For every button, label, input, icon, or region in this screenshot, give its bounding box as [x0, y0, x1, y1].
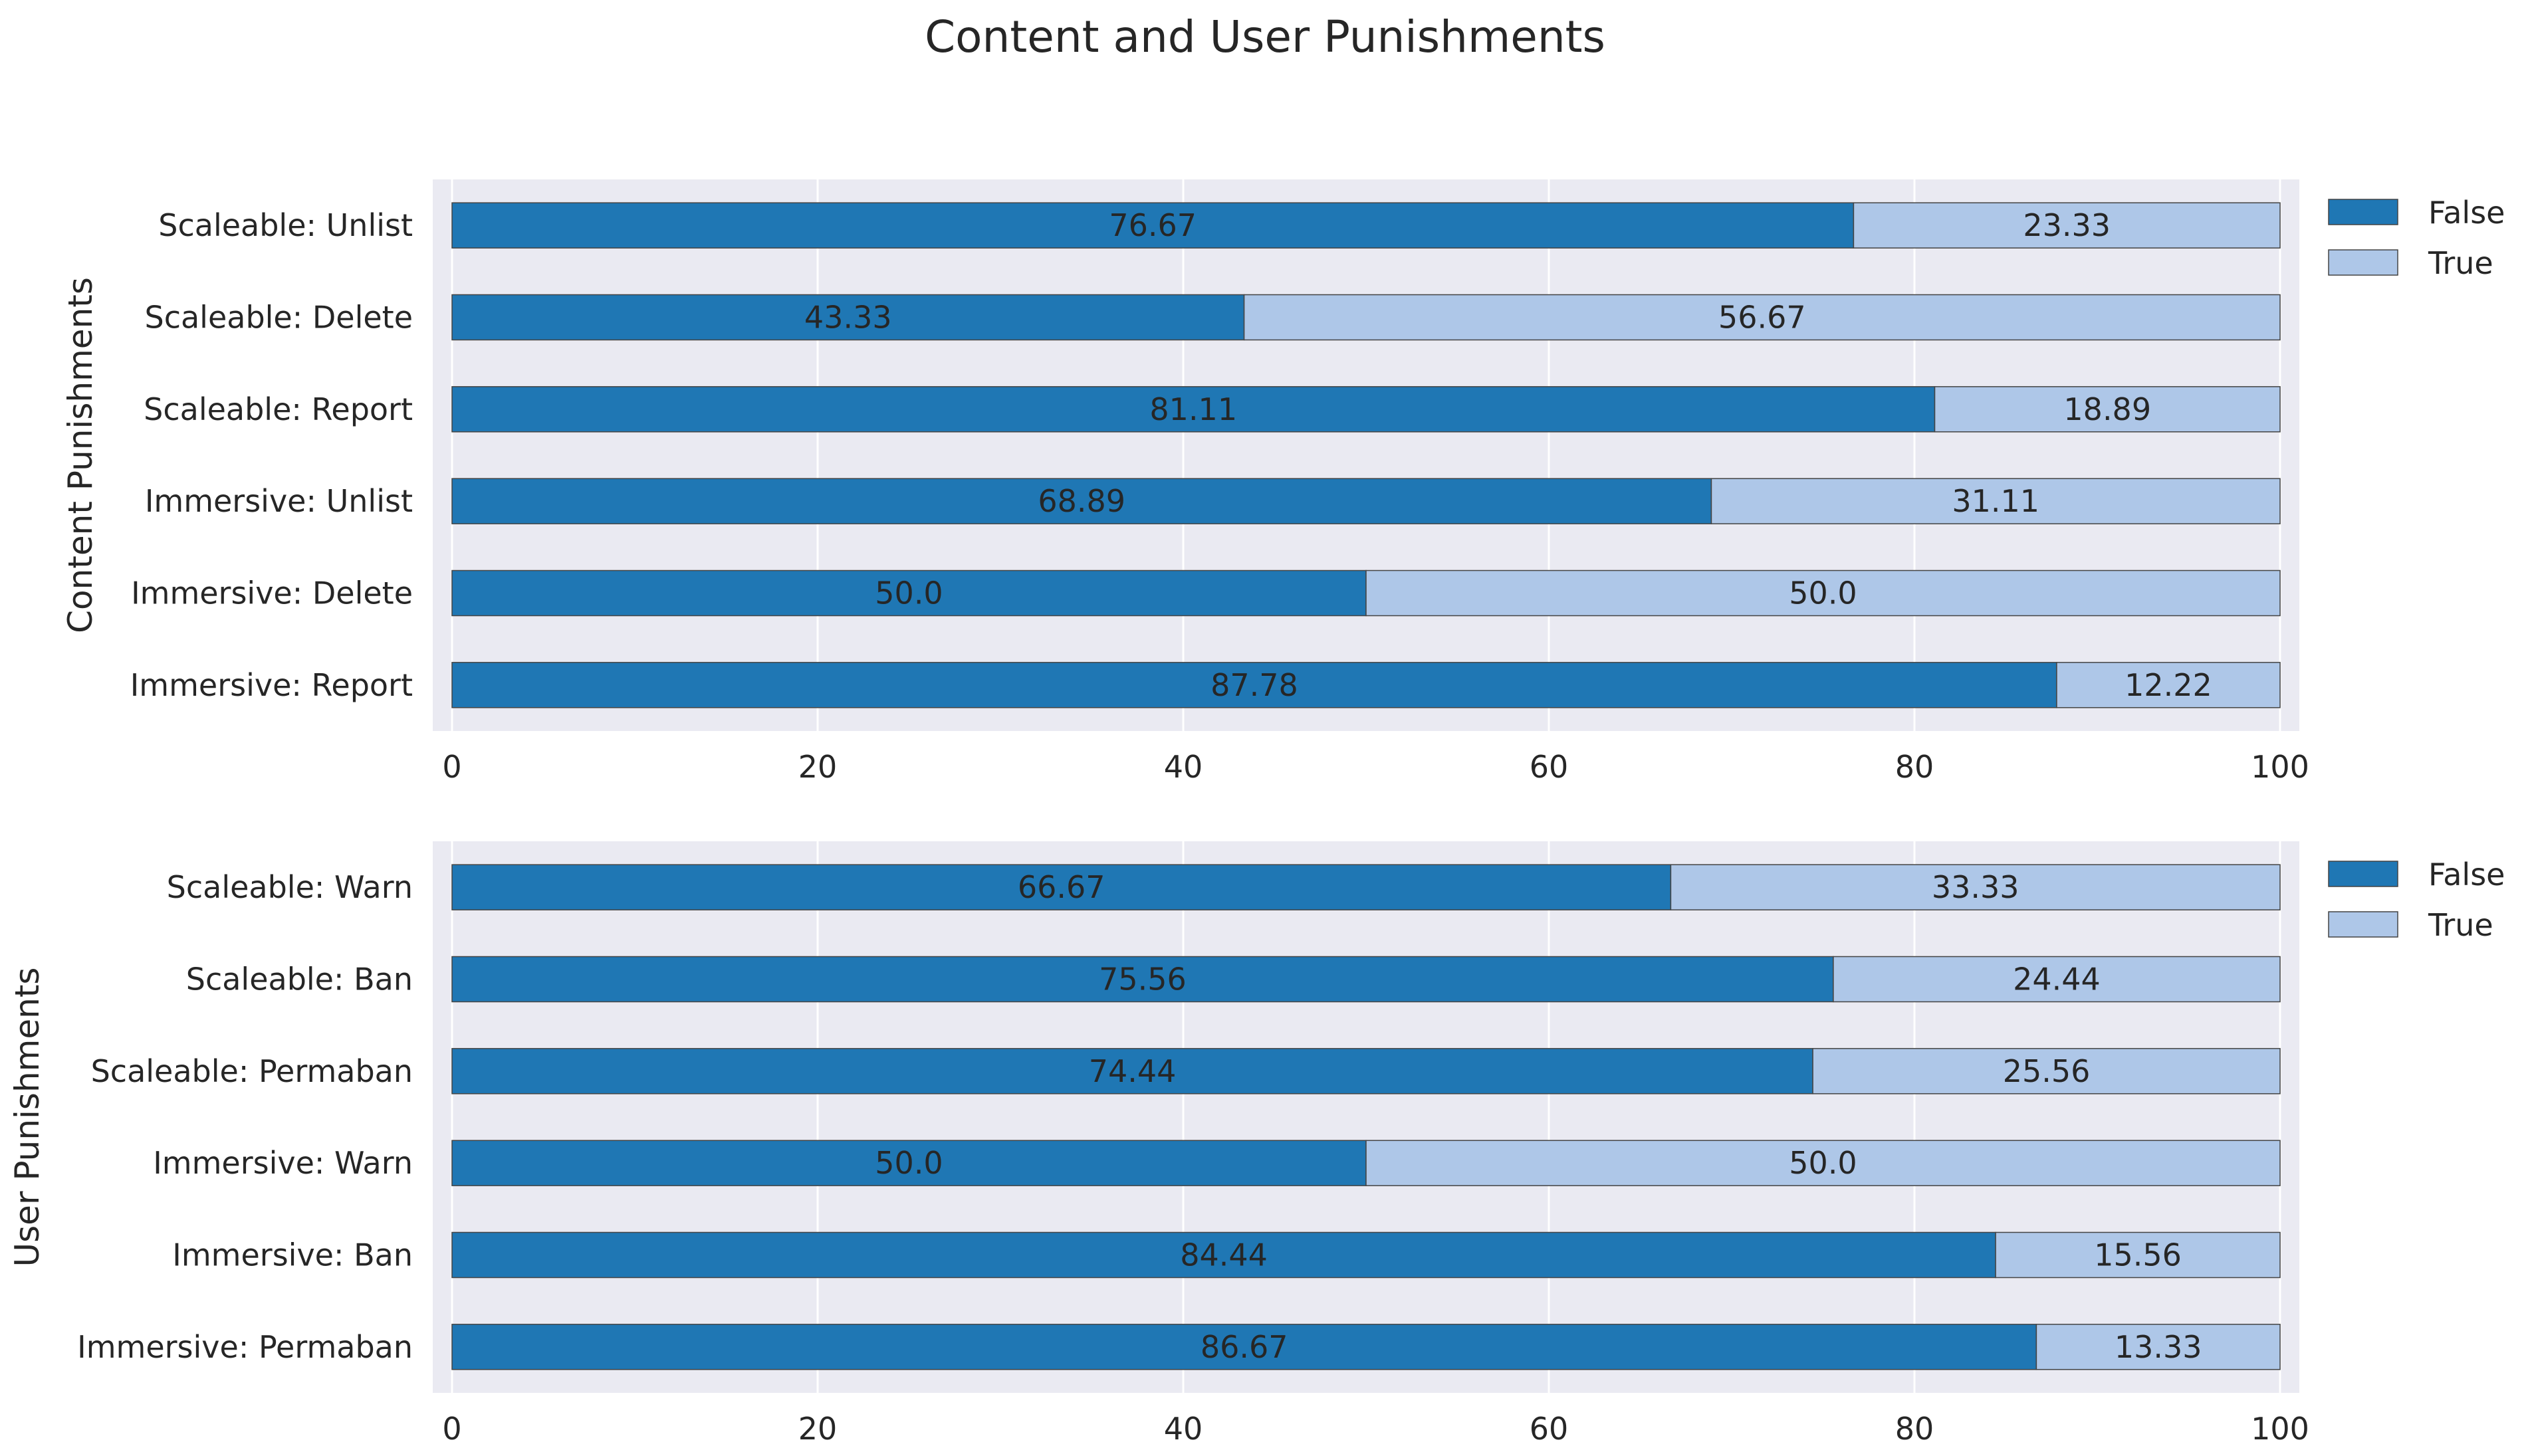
x-tick-label: 80 — [1895, 1411, 1934, 1447]
bar-true-4 — [1710, 478, 2281, 524]
bar-true-3 — [1934, 386, 2281, 433]
legend-swatch-false — [2328, 199, 2398, 225]
bar-value-label: 50.0 — [875, 575, 943, 611]
y-tick-label: Scaleable: Permaban — [91, 1053, 413, 1089]
bar-true-5 — [1995, 1231, 2281, 1279]
bar-false-5 — [451, 1231, 1996, 1279]
legend-label-false: False — [2428, 857, 2505, 892]
bar-value-label: 87.78 — [1210, 667, 1298, 703]
y-tick-label: Immersive: Permaban — [77, 1329, 413, 1365]
y-tick-label: Immersive: Unlist — [145, 483, 413, 519]
bar-value-label: 66.67 — [1018, 869, 1105, 905]
bar-value-label: 76.67 — [1109, 207, 1197, 243]
bar-value-label: 50.0 — [1789, 575, 1857, 611]
y-tick-label: Scaleable: Report — [144, 391, 413, 427]
bar-value-label: 50.0 — [1789, 1145, 1857, 1181]
bar-false-1 — [451, 864, 1672, 910]
x-tick-label: 20 — [798, 1411, 838, 1447]
x-tick-label: 80 — [1895, 749, 1934, 785]
x-tick-label: 0 — [442, 749, 461, 785]
legend-label-true: True — [2428, 907, 2493, 943]
bar-value-label: 23.33 — [2023, 207, 2111, 243]
x-tick-label: 60 — [1530, 1411, 1569, 1447]
chart-panel-2: 0 20 40 60 80 100 Scaleable: Warn 66.67 33.33 Sca… — [8, 841, 2505, 1447]
bar-value-label: 43.33 — [804, 300, 892, 336]
bar-true-2 — [1243, 294, 2281, 341]
y-tick-label: Immersive: Ban — [172, 1237, 413, 1273]
bar-true-1 — [1670, 864, 2281, 910]
bar-value-label: 68.89 — [1038, 483, 1125, 519]
x-tick-label: 40 — [1164, 1411, 1203, 1447]
bar-true-4 — [1365, 1140, 2281, 1186]
bar-false-3 — [451, 1048, 1813, 1094]
x-tick-label: 100 — [2251, 1411, 2309, 1447]
bar-value-label: 33.33 — [1932, 869, 2019, 905]
bar-value-label: 12.22 — [2125, 667, 2212, 703]
bar-value-label: 31.11 — [1952, 483, 2039, 519]
x-tick-label: 20 — [798, 749, 838, 785]
figure-title: Content and User Punishments — [925, 11, 1605, 62]
bar-value-label: 18.89 — [2063, 391, 2151, 427]
y-tick-label: Immersive: Report — [130, 667, 413, 703]
legend-label-false: False — [2428, 195, 2505, 231]
bar-true-6 — [2056, 662, 2281, 708]
legend-swatch-false — [2328, 861, 2398, 887]
y-tick-label: Immersive: Delete — [131, 575, 413, 611]
bar-value-label: 81.11 — [1149, 391, 1237, 427]
y-tick-label: Scaleable: Delete — [145, 300, 413, 336]
y-tick-label: Scaleable: Ban — [186, 962, 413, 997]
bar-false-6 — [451, 662, 2057, 708]
x-tick-label: 100 — [2251, 749, 2309, 785]
x-tick-label: 40 — [1164, 749, 1203, 785]
plot-area — [433, 841, 2299, 1393]
bar-value-label: 86.67 — [1201, 1329, 1288, 1365]
legend-label-true: True — [2428, 245, 2493, 281]
bar-value-label: 25.56 — [2003, 1053, 2091, 1089]
bar-value-label: 50.0 — [875, 1145, 943, 1181]
x-tick-label: 0 — [442, 1411, 461, 1447]
bar-false-1 — [451, 202, 1855, 249]
bar-value-label: 75.56 — [1099, 962, 1187, 997]
y-tick-label: Scaleable: Unlist — [158, 207, 413, 243]
bar-false-4 — [451, 478, 1712, 524]
legend-swatch-true — [2328, 911, 2398, 938]
bar-value-label: 13.33 — [2115, 1329, 2202, 1365]
bar-true-1 — [1853, 202, 2281, 249]
y-axis-label: Content Punishments — [61, 277, 100, 633]
bar-true-3 — [1812, 1048, 2281, 1094]
plot-area — [433, 179, 2299, 731]
y-tick-label: Immersive: Warn — [153, 1145, 413, 1181]
bar-false-6 — [451, 1324, 2037, 1370]
bar-value-label: 56.67 — [1718, 300, 1806, 336]
bar-value-label: 84.44 — [1180, 1237, 1268, 1273]
bar-value-label: 24.44 — [2013, 962, 2101, 997]
bar-true-6 — [2035, 1324, 2281, 1370]
y-tick-label: Scaleable: Warn — [167, 869, 413, 905]
y-axis-label: User Punishments — [8, 968, 47, 1267]
bar-true-5 — [1365, 570, 2281, 617]
legend-swatch-true — [2328, 249, 2398, 276]
chart-panel-1: 0 20 40 60 80 100 Scaleable: Unlist 76.67 23.33 S… — [61, 179, 2505, 785]
bar-true-2 — [1833, 956, 2281, 1003]
bar-value-label: 74.44 — [1089, 1053, 1177, 1089]
bar-value-label: 15.56 — [2094, 1237, 2182, 1273]
bar-false-2 — [451, 956, 1834, 1003]
bar-false-3 — [451, 386, 1936, 433]
bar-false-5 — [451, 570, 1367, 617]
x-tick-label: 60 — [1530, 749, 1569, 785]
